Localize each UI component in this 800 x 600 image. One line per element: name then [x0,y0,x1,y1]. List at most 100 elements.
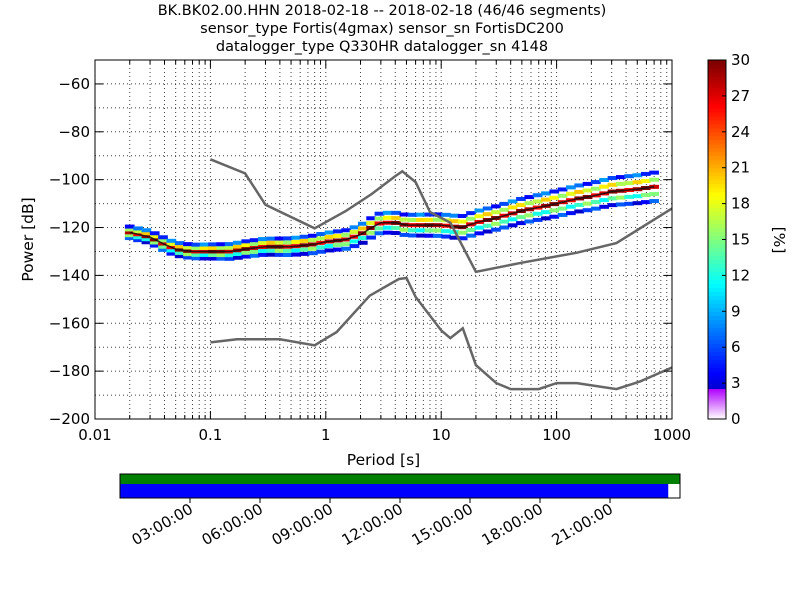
psd-heatmap-cell [424,217,435,222]
colorbar-swatch [708,295,726,300]
colorbar-swatch [708,323,726,328]
psd-heatmap-cell [141,228,152,233]
psd-heatmap-cell [191,256,202,261]
y-axis-label: Power [dB] [19,197,37,281]
colorbar-tick-label: 0 [731,410,741,428]
colorbar-swatch [708,131,726,137]
psd-heatmap-cell [124,236,135,241]
colorbar-swatch [708,123,726,129]
colorbar-swatch [708,243,726,249]
psd-heatmap-cell [416,228,426,233]
colorbar-swatch [708,171,726,177]
psd-heatmap-cell [516,203,526,208]
psd-heatmap-cell [299,239,310,244]
psd-heatmap-cell [357,240,368,245]
psd-heatmap-cell [549,214,560,219]
psd-heatmap-cell [349,225,360,230]
colorbar-swatch [708,183,726,189]
psd-coverage-bar [120,474,680,484]
psd-heatmap-cell [466,233,476,238]
psd-heatmap-cell [640,171,651,176]
psd-heatmap-cell [491,210,501,215]
psd-heatmap-cell [324,234,335,239]
psd-heatmap-cell [449,235,460,240]
y-tick-label: −100 [49,171,90,189]
psd-heatmap-cell [457,236,468,241]
colorbar-swatch [708,135,726,141]
psd-heatmap-cell [133,235,143,240]
psd-heatmap-cell [449,213,460,218]
psd-heatmap-cell [208,242,218,247]
psd-heatmap-cell [649,184,659,189]
psd-heatmap-cell [258,252,268,257]
colorbar-swatch [708,259,726,265]
psd-heatmap-cell [357,221,368,226]
psd-heatmap-cell [316,236,327,241]
psd-heatmap-cell [507,199,518,204]
psd-heatmap-cell [316,232,327,237]
colorbar-swatch [708,91,726,97]
psd-heatmap-cell [174,254,185,259]
colorbar-swatch [708,359,726,364]
psd-heatmap-cell [391,210,401,215]
psd-heatmap-cell [549,208,560,213]
psd-heatmap-cell [199,256,210,261]
timeline-tick-label: 15:00:00 [409,500,476,549]
psd-heatmap-cell [566,211,576,216]
psd-heatmap-cell [241,239,252,244]
psd-heatmap-cell [499,201,510,206]
psd-heatmap-cell [299,251,310,256]
psd-heatmap-cell [324,248,335,253]
psd-heatmap-cell [615,175,626,180]
psd-heatmap-cell [640,178,651,183]
psd-heatmap-cell [316,245,327,250]
psd-heatmap-cell [557,212,568,217]
psd-heatmap-cell [507,205,518,210]
colorbar-swatch [708,291,726,296]
psd-heatmap-cell [141,237,152,242]
psd-heatmap-cell [241,243,252,248]
colorbar-tick-label: 21 [731,159,750,177]
psd-heatmap-cell [191,252,202,257]
psd-heatmap-cell [382,225,393,230]
psd-heatmap-cell [541,216,551,221]
colorbar-swatch [708,195,726,201]
colorbar-swatch [708,231,726,237]
psd-heatmap-cell [557,187,568,192]
colorbar-swatch [708,311,726,316]
colorbar-swatch [708,191,726,197]
psd-heatmap-cell [149,240,160,245]
psd-heatmap-cell [233,255,243,260]
psd-heatmap-cell [291,239,302,244]
psd-heatmap-cell [474,225,485,230]
psd-heatmap-cell [382,230,393,235]
psd-heatmap-cell [491,227,501,232]
psd-heatmap-cell [582,201,593,206]
psd-heatmap-cell [174,241,185,246]
psd-heatmap-cell [557,193,568,198]
psd-heatmap-cell [124,224,135,229]
psd-heatmap-cell [158,235,168,240]
psd-heatmap-cell [332,243,343,248]
psd-heatmap-cell [266,252,277,257]
psd-heatmap-cell [441,229,451,234]
psd-heatmap-cell [374,216,385,221]
psd-heatmap-cell [199,252,210,257]
psd-heatmap-cell [432,233,443,238]
psd-heatmap-cell [615,202,626,207]
psd-heatmap-cell [149,243,160,248]
psd-heatmap-cell [233,240,243,245]
psd-heatmap-cell [208,253,218,258]
psd-heatmap-cell [599,177,610,182]
colorbar-swatch [708,327,726,332]
psd-heatmap-cell [491,204,501,209]
colorbar-tick-label: 6 [731,338,741,356]
psd-heatmap-cell [166,248,177,253]
psd-heatmap-cell [474,214,485,219]
psd-heatmap-cell [516,196,526,201]
psd-heatmap-cell [374,231,385,236]
psd-heatmap-cell [649,177,659,182]
psd-heatmap-cell [216,253,227,258]
psd-heatmap-cell [566,191,576,196]
